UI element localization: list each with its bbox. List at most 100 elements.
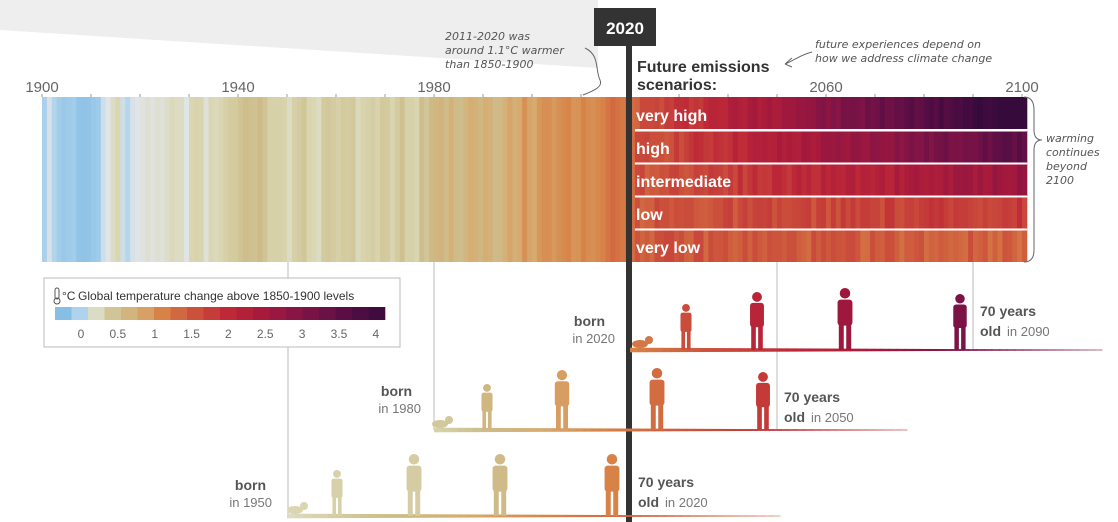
scenario-stripe <box>781 230 788 262</box>
generation-bar-segment <box>344 513 354 519</box>
scenario-stripe <box>1007 97 1013 129</box>
scenario-stripe <box>669 164 675 196</box>
generation-bar-segment <box>637 347 647 353</box>
scenario-stripe <box>649 97 655 129</box>
scenario-stripe <box>737 197 744 229</box>
scenario-stripe <box>826 97 832 129</box>
stripe <box>179 97 185 262</box>
scenario-label-very-low: very low <box>636 240 701 257</box>
stripe <box>551 97 557 262</box>
scenario-stripe <box>943 97 949 129</box>
scenario-stripe <box>1002 230 1008 262</box>
scenario-stripe <box>987 164 993 196</box>
stripe <box>517 97 523 262</box>
legend-colorbar <box>55 307 386 320</box>
scenario-stripe <box>698 197 704 229</box>
generation-bar-segment <box>319 513 329 519</box>
scenario-stripe <box>791 131 797 163</box>
scenario-stripe <box>791 230 797 262</box>
scenario-stripe <box>830 97 837 129</box>
stripe <box>360 97 366 262</box>
born-1950-label: born <box>235 477 266 493</box>
scenario-stripe <box>870 230 876 262</box>
scenario-stripe <box>835 197 842 229</box>
stripe <box>595 97 601 262</box>
generation-bar-segment <box>1015 349 1024 351</box>
scenario-stripe <box>840 164 846 196</box>
scenario-stripe <box>708 97 714 129</box>
generation-bar-segment <box>360 514 370 518</box>
generation-bar-segment <box>875 429 884 431</box>
generation-bar-segment <box>889 348 898 352</box>
scenario-stripe <box>634 197 641 229</box>
generation-bar-segment <box>473 427 482 433</box>
scenario-stripe <box>801 230 807 262</box>
stripe <box>385 97 391 262</box>
generation-bar-segment <box>944 349 954 351</box>
scenario-stripe <box>718 97 724 129</box>
scenario-stripe <box>894 230 900 262</box>
annotation-left-line2: around 1.1°C warmer <box>445 44 565 57</box>
scenario-stripe <box>884 131 891 163</box>
seventy-2090-label: 70 years <box>980 303 1036 319</box>
stripe <box>448 97 454 262</box>
stripe <box>429 97 435 262</box>
scenario-stripe <box>659 131 665 163</box>
scenario-stripe <box>1022 230 1028 262</box>
scenario-stripe <box>924 230 930 262</box>
scenario-stripe <box>933 131 940 163</box>
generation-bar-segment <box>883 429 892 431</box>
generation-bar-segment <box>615 428 624 432</box>
scenario-stripe <box>953 131 959 163</box>
scenario-stripe <box>958 97 964 129</box>
stripe <box>438 97 445 262</box>
scenario-stripe <box>811 197 817 229</box>
scenario-stripe <box>801 97 807 129</box>
scenario-stripe <box>855 197 861 229</box>
scenario-stripe <box>737 131 744 163</box>
stripe <box>380 97 386 262</box>
scenario-stripes <box>634 97 1028 262</box>
elder-figure <box>756 372 770 430</box>
stripe <box>365 97 371 262</box>
scenario-stripe <box>821 97 827 129</box>
scenario-stripe <box>840 197 846 229</box>
scenario-stripe <box>865 97 871 129</box>
scenario-stripe <box>649 197 655 229</box>
now-badge <box>594 8 656 46</box>
scenario-stripe <box>772 164 778 196</box>
annotation-right-brace <box>1023 96 1043 263</box>
stripe <box>86 97 92 262</box>
scenario-stripe <box>634 97 641 129</box>
scenario-stripe <box>875 97 881 129</box>
stripe <box>238 97 244 262</box>
stripe <box>458 97 464 262</box>
legend-swatch <box>368 307 386 320</box>
stripe <box>105 97 111 262</box>
adult-figure <box>750 292 764 350</box>
scenario-stripe <box>928 97 935 129</box>
stripe <box>478 97 484 262</box>
stripe <box>56 97 62 262</box>
scenario-stripe <box>693 164 699 196</box>
stripe <box>585 97 592 262</box>
generation-bar-segment <box>434 514 444 518</box>
scenario-stripe <box>821 197 827 229</box>
scenario-stripe <box>855 164 861 196</box>
scenario-stripe <box>821 131 827 163</box>
scenario-stripe <box>865 164 871 196</box>
scenario-stripe <box>796 97 802 129</box>
scenario-stripe <box>708 131 714 163</box>
generation-bar-segment <box>303 513 313 519</box>
baby-figure <box>632 336 653 348</box>
scenario-stripe <box>781 197 788 229</box>
scenario-stripe <box>835 230 842 262</box>
scenario-stripe <box>968 131 974 163</box>
adult-figure <box>554 370 570 430</box>
generation-bar-segment <box>991 349 1001 351</box>
scenario-stripe <box>811 97 817 129</box>
scenario-stripe <box>649 230 655 262</box>
annotation-top-line2: how we address climate change <box>815 52 992 65</box>
stripe <box>287 97 293 262</box>
